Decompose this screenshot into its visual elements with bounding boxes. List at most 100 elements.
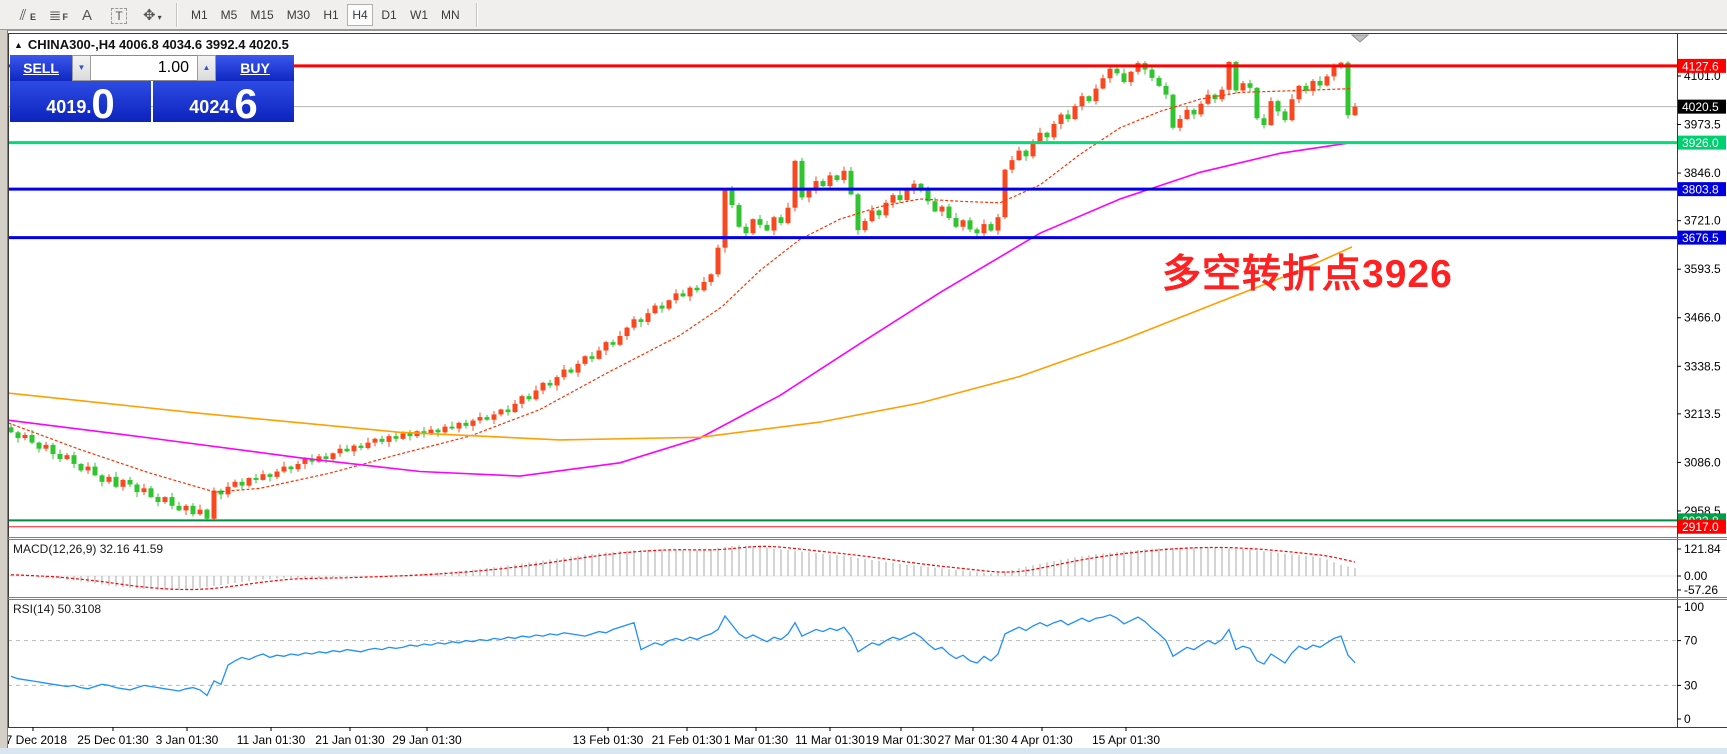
buy-price[interactable]: 4024. 6 [153,81,294,125]
candle [1198,103,1204,115]
candle [1289,99,1295,121]
candle [603,342,609,351]
candle [505,409,511,413]
timeframe-button-h1[interactable]: H1 [318,4,344,26]
text-label-tool[interactable]: A [72,3,102,27]
chart-annotation-text[interactable]: 多空转折点3926 [1162,253,1453,296]
textbox-tool[interactable]: T [104,3,134,27]
candle [1072,106,1078,120]
timeframe-button-m30[interactable]: M30 [282,4,315,26]
candle [925,190,931,202]
symbol-ohlc-text: CHINA300-,H4 4006.8 4034.6 3992.4 4020.5 [27,37,289,52]
candle [1016,150,1022,161]
time-axis: 17 Dec 2018 25 Dec 01:30 3 Jan 01:30 11 Jan… [0,733,1160,747]
equidistant-channel-tool[interactable]: ⫽ E [8,3,38,27]
svg-text:3846.0: 3846.0 [1684,166,1721,180]
candle [288,466,294,470]
candle [1268,101,1274,126]
candle [99,475,105,482]
candle [890,195,896,203]
svg-text:3086.0: 3086.0 [1684,455,1721,469]
candle [253,478,259,480]
candle [92,466,98,476]
candle [442,426,448,433]
candle [260,474,266,480]
sell-price-pip: 0 [91,80,115,127]
price-badge-3803.8 [1678,182,1726,197]
sell-price[interactable]: 4019. 0 [10,80,151,127]
candle [1058,114,1064,124]
timeframe-button-d1[interactable]: D1 [376,4,402,26]
timeframe-button-mn[interactable]: MN [436,4,465,26]
candle [358,445,364,448]
chart-shift-marker-icon[interactable] [1350,34,1370,43]
candle [1247,83,1253,88]
candle [764,224,770,231]
svg-text:70: 70 [1684,634,1698,648]
candle [204,509,210,519]
candle [673,293,679,301]
candle [687,287,693,297]
toolbar-separator [475,2,478,27]
collapse-ohlc-icon[interactable]: ▲ [14,40,23,50]
volume-increase-button[interactable]: ▲ [197,55,216,81]
dropdown-caret-icon[interactable]: ▾ [157,12,162,22]
svg-text:2917.0: 2917.0 [1682,520,1719,534]
candle [1121,73,1127,83]
candle [1352,106,1358,116]
candle [813,181,819,191]
candle [596,350,602,359]
timeframe-button-m15[interactable]: M15 [245,4,278,26]
svg-text:27 Mar 01:30: 27 Mar 01:30 [938,733,1009,747]
candle [141,488,147,493]
fibonacci-retracement-tool-icon: ≣ [48,6,62,24]
ma-fast-line [8,88,1353,493]
macd-indicator-title: MACD(12,26,9) 32.16 41.59 [13,542,164,556]
candle [547,382,553,386]
timeframe-button-w1[interactable]: W1 [405,4,433,26]
candle [939,206,945,212]
arrows-tool[interactable]: ✥ ▾ [136,3,166,27]
volume-input[interactable] [91,55,197,81]
candle [281,466,287,472]
timeframe-button-h4[interactable]: H4 [347,3,374,26]
timeframe-button-m1[interactable]: M1 [186,4,213,26]
candle [1261,118,1267,126]
candle [337,448,343,454]
candle [806,190,812,198]
sell-price-main: 4019. [46,97,92,117]
svg-text:4127.6: 4127.6 [1682,59,1719,73]
volume-decrease-button[interactable]: ▼ [72,55,91,81]
candle [1282,111,1288,121]
svg-text:3593.5: 3593.5 [1684,262,1721,276]
candle [680,293,686,297]
candle [449,426,455,429]
candle [50,444,56,455]
candle [232,481,238,487]
macd-signal-line [10,545,1356,591]
candle [1002,169,1008,218]
sell-button[interactable]: SELL [10,55,72,81]
candle [610,342,616,345]
candle [827,175,833,187]
candle [960,220,966,227]
fibonacci-retracement-tool[interactable]: ≣ F [40,3,70,27]
candle [8,427,14,433]
svg-text:3213.5: 3213.5 [1684,407,1721,421]
candle [1093,88,1099,102]
terminal-panel-edge [0,748,1727,754]
candle [246,478,252,486]
timeframe-button-m5[interactable]: M5 [216,4,243,26]
svg-text:21 Jan 01:30: 21 Jan 01:30 [315,733,385,747]
candle [498,409,504,415]
candle [155,497,161,503]
symbol-header[interactable]: ▲ CHINA300-,H4 4006.8 4034.6 3992.4 4020.… [14,37,289,52]
candle [1205,94,1211,104]
candle [792,160,798,208]
svg-text:30: 30 [1684,678,1698,692]
candle [1156,77,1162,86]
candle [848,170,854,195]
candle [316,456,322,462]
buy-button[interactable]: BUY [216,55,294,81]
